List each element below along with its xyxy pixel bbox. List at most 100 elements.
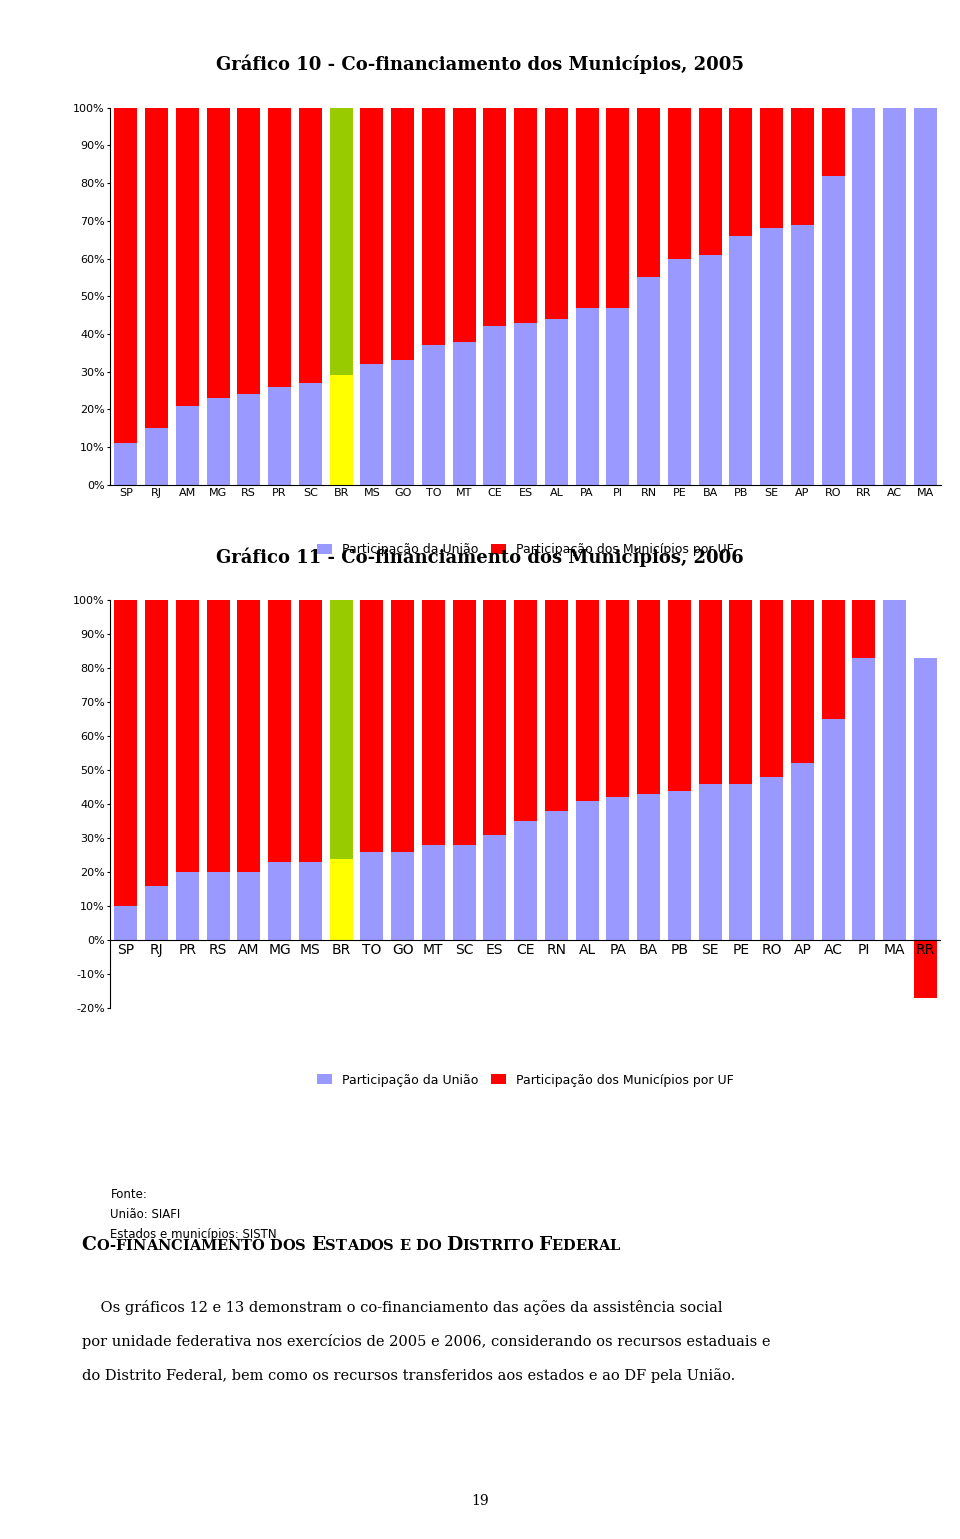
- Bar: [852, 108, 876, 485]
- Bar: [114, 108, 137, 443]
- Text: E: E: [399, 1239, 410, 1253]
- Bar: [760, 777, 783, 940]
- Bar: [452, 845, 475, 940]
- Bar: [760, 108, 783, 228]
- Bar: [822, 175, 845, 485]
- Bar: [822, 600, 845, 719]
- Bar: [360, 108, 383, 365]
- Legend: Participação da União, Participação dos Municípios por UF: Participação da União, Participação dos …: [312, 539, 739, 562]
- Bar: [145, 600, 168, 886]
- Text: D: D: [416, 1239, 428, 1253]
- Bar: [483, 326, 506, 485]
- Text: I: I: [182, 1239, 189, 1253]
- Bar: [299, 108, 322, 383]
- Text: -: -: [109, 1239, 115, 1253]
- Text: O: O: [282, 1239, 295, 1253]
- Bar: [145, 886, 168, 940]
- Bar: [391, 600, 414, 851]
- Bar: [329, 859, 352, 940]
- Bar: [421, 845, 444, 940]
- Bar: [176, 873, 199, 940]
- Bar: [730, 108, 753, 235]
- Text: Os gráficos 12 e 13 demonstram o co-financiamento das ações da assistência socia: Os gráficos 12 e 13 demonstram o co-fina…: [82, 1300, 722, 1316]
- Bar: [391, 360, 414, 485]
- Bar: [791, 763, 814, 940]
- Bar: [576, 308, 599, 485]
- Bar: [206, 399, 229, 485]
- Text: I: I: [126, 1239, 132, 1253]
- Bar: [299, 383, 322, 485]
- Text: D: D: [270, 1239, 282, 1253]
- Bar: [452, 600, 475, 845]
- Text: T: T: [336, 1239, 347, 1253]
- Bar: [514, 600, 538, 822]
- Bar: [607, 797, 630, 940]
- Bar: [576, 108, 599, 308]
- Text: A: A: [189, 1239, 201, 1253]
- Bar: [730, 783, 753, 940]
- Text: Fonte:: Fonte:: [110, 1188, 147, 1200]
- Bar: [699, 783, 722, 940]
- Bar: [237, 394, 260, 485]
- Bar: [114, 906, 137, 940]
- Bar: [791, 108, 814, 225]
- Bar: [791, 225, 814, 485]
- Bar: [883, 600, 906, 940]
- Text: D: D: [563, 1239, 575, 1253]
- Bar: [668, 259, 691, 485]
- Text: T: T: [510, 1239, 520, 1253]
- Bar: [730, 600, 753, 783]
- Text: S: S: [325, 1239, 336, 1253]
- Text: S: S: [295, 1239, 305, 1253]
- Bar: [145, 108, 168, 428]
- Text: N: N: [132, 1239, 146, 1253]
- Text: Estados e municípios: SISTN: Estados e municípios: SISTN: [110, 1228, 277, 1240]
- Bar: [299, 862, 322, 940]
- Text: D: D: [446, 1236, 462, 1254]
- Text: E: E: [551, 1239, 563, 1253]
- Bar: [699, 600, 722, 783]
- Text: O: O: [96, 1239, 109, 1253]
- Text: O: O: [371, 1239, 383, 1253]
- Text: N: N: [228, 1239, 241, 1253]
- Text: T: T: [241, 1239, 252, 1253]
- Bar: [607, 600, 630, 797]
- Bar: [268, 386, 291, 485]
- Bar: [545, 319, 568, 485]
- Bar: [483, 600, 506, 834]
- Text: C: C: [171, 1239, 182, 1253]
- Bar: [114, 443, 137, 485]
- Bar: [883, 108, 906, 485]
- Text: E: E: [216, 1239, 228, 1253]
- Text: Gráfico 11 - Co-financiamento dos Municípios, 2006: Gráfico 11 - Co-financiamento dos Municí…: [216, 548, 744, 566]
- Text: A: A: [598, 1239, 610, 1253]
- Bar: [329, 600, 352, 859]
- Text: L: L: [610, 1239, 620, 1253]
- Bar: [483, 834, 506, 940]
- Bar: [421, 345, 444, 485]
- Bar: [637, 277, 660, 485]
- Bar: [299, 600, 322, 862]
- Bar: [176, 406, 199, 485]
- Bar: [576, 600, 599, 800]
- Bar: [176, 600, 199, 873]
- Text: S: S: [469, 1239, 480, 1253]
- Bar: [699, 255, 722, 485]
- Bar: [360, 600, 383, 851]
- Bar: [699, 108, 722, 255]
- Bar: [421, 600, 444, 845]
- Bar: [360, 365, 383, 485]
- Bar: [760, 600, 783, 777]
- Bar: [545, 811, 568, 940]
- Text: T: T: [480, 1239, 491, 1253]
- Bar: [206, 873, 229, 940]
- Bar: [514, 822, 538, 940]
- Bar: [176, 108, 199, 406]
- Text: O: O: [520, 1239, 533, 1253]
- Bar: [206, 108, 229, 399]
- Bar: [607, 308, 630, 485]
- Bar: [421, 108, 444, 345]
- Bar: [145, 428, 168, 485]
- Bar: [914, 940, 937, 997]
- Bar: [545, 600, 568, 811]
